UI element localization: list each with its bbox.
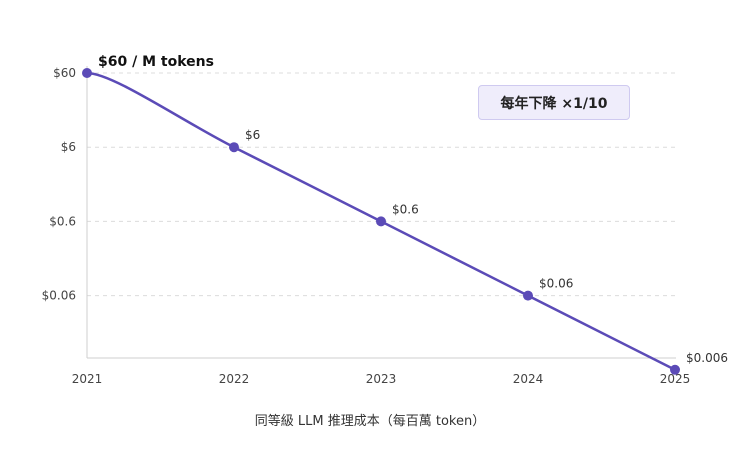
- y-tick-label: $0.06: [42, 289, 76, 303]
- data-label: $0.006: [686, 351, 728, 365]
- y-tick-labels: $60 $6 $0.6 $0.06: [42, 66, 76, 303]
- data-label: $0.06: [539, 277, 573, 291]
- data-points: [82, 68, 680, 375]
- x-tick-label: 2024: [513, 372, 544, 386]
- x-tick-label: 2022: [219, 372, 250, 386]
- data-point: [523, 290, 533, 301]
- y-tick-label: $0.6: [49, 214, 76, 228]
- data-point: [229, 142, 239, 153]
- data-label: $6: [245, 128, 260, 142]
- y-tick-label: $6: [61, 140, 76, 154]
- x-tick-label: 2021: [72, 372, 103, 386]
- data-labels: $60 / M tokens $6 $0.6 $0.06 $0.006: [98, 54, 728, 365]
- x-axis-label: 同等級 LLM 推理成本（每百萬 token）: [254, 414, 486, 429]
- y-tick-label: $60: [53, 66, 76, 80]
- data-label: $0.6: [392, 202, 419, 216]
- data-point: [670, 364, 680, 375]
- annotation-badge: 每年下降 ×1/10: [478, 85, 630, 120]
- x-tick-label: 2025: [660, 372, 691, 386]
- x-tick-label: 2023: [366, 372, 397, 386]
- axes: [86, 66, 676, 359]
- data-label: $60 / M tokens: [98, 54, 214, 70]
- x-tick-labels: 2021 2022 2023 2024 2025: [72, 372, 691, 386]
- data-point: [82, 68, 92, 78]
- gridlines: [87, 72, 675, 297]
- data-point: [376, 216, 386, 227]
